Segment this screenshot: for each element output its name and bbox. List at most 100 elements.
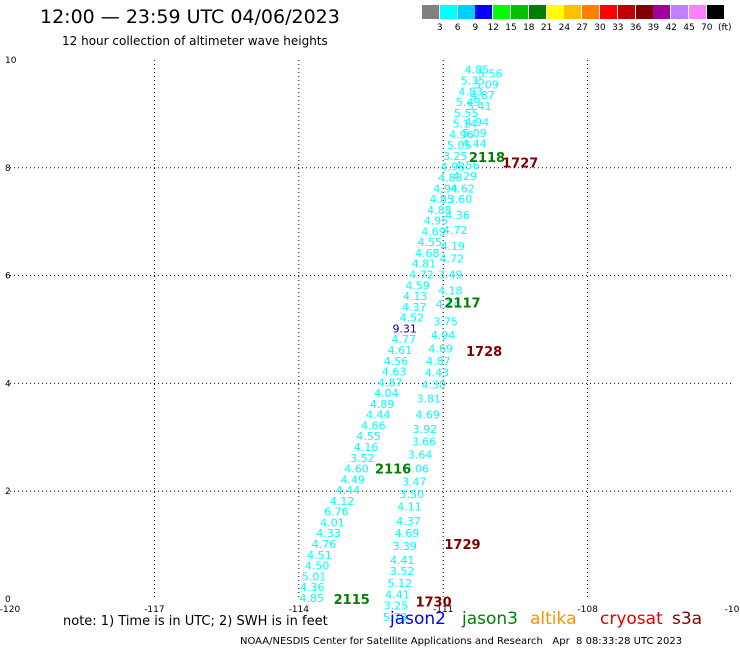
y-tick-label: 0 xyxy=(5,595,11,605)
wave-height-point: 4.01 xyxy=(320,516,345,529)
wave-height-point: 3.60 xyxy=(448,193,473,206)
color-scale-label: 24 xyxy=(558,23,571,33)
color-scale-label: 39 xyxy=(647,23,660,33)
wave-height-point: 4.83 xyxy=(458,85,483,98)
color-swatch xyxy=(546,5,564,19)
wave-height-point: 4.19 xyxy=(441,240,466,253)
wave-height-point: 4.69 xyxy=(395,527,420,540)
wave-height-point: 4.69 xyxy=(429,342,454,355)
wave-height-point: 4.72 xyxy=(409,269,434,282)
y-tick-label: 6 xyxy=(5,272,11,282)
wave-height-point: 4.83 xyxy=(438,172,463,185)
color-scale-label: 36 xyxy=(629,23,642,33)
wave-height-point: 3.06 xyxy=(404,463,429,476)
legend-jason2: jason2 xyxy=(390,609,446,629)
wave-height-point: 4.69 xyxy=(416,409,441,422)
wave-height-point: 4.94 xyxy=(433,182,458,195)
wave-height-point: 4.55 xyxy=(417,236,442,249)
color-swatch xyxy=(689,5,706,19)
wave-height-point: 3.52 xyxy=(350,452,375,465)
wave-height-point: 4.18 xyxy=(438,285,463,298)
track-label: 1727 xyxy=(502,156,538,171)
wave-height-point: 3.75 xyxy=(433,315,458,328)
legend-cryosat: cryosat xyxy=(600,609,663,629)
footnote: note: 1) Time is in UTC; 2) SWH is in fe… xyxy=(63,614,328,629)
wave-height-point: 4.69 xyxy=(421,225,446,238)
y-tick-label: 8 xyxy=(5,164,11,174)
color-scale-label: 30 xyxy=(594,23,606,33)
wave-height-point: 4.12 xyxy=(330,495,355,508)
wave-height-point: 4.33 xyxy=(316,527,341,540)
color-swatch xyxy=(493,5,511,19)
x-tick-label: -114 xyxy=(289,605,310,615)
wave-height-point: 4.44 xyxy=(366,409,391,422)
x-tick-label: -10 xyxy=(725,605,740,615)
wave-height-point: 5.73 xyxy=(383,611,408,624)
legend-s3a: s3a xyxy=(672,609,703,629)
wave-height-point: 5.14 xyxy=(453,118,478,131)
wave-height-point: 5.09 xyxy=(474,78,499,91)
wave-height-point: 4.50 xyxy=(305,560,330,573)
track-label: 2118 xyxy=(469,151,505,166)
wave-height-point: 4.72 xyxy=(443,224,468,237)
wave-height-point: 4.41 xyxy=(390,554,415,567)
color-swatch xyxy=(457,5,475,19)
wave-height-point: 4.55 xyxy=(356,430,381,443)
wave-height-point: 5.49 xyxy=(456,96,481,109)
color-scale-label: 42 xyxy=(665,23,677,33)
grid-lines xyxy=(10,60,732,599)
credit-line: NOAA/NESDIS Center for Satellite Applica… xyxy=(240,636,683,647)
color-scale-label: 6 xyxy=(454,23,461,33)
wave-height-point: 6.76 xyxy=(324,506,349,519)
track-label: 2116 xyxy=(375,463,411,478)
x-tick-label: -117 xyxy=(144,605,164,615)
color-swatch xyxy=(439,5,457,19)
wave-height-point: 5.55 xyxy=(454,107,479,120)
color-swatch xyxy=(635,5,653,19)
color-swatch xyxy=(653,5,671,19)
wave-height-point: 4.66 xyxy=(361,419,386,432)
wave-height-point: 9.31 xyxy=(392,322,417,335)
axes: -120 -117 -114 -111 -108 -10 0 2 4 6 8 10 xyxy=(0,56,740,615)
data-points: 4.854.365.014.504.514.764.334.016.764.12… xyxy=(300,64,503,624)
wave-height-point: 3.52 xyxy=(390,565,415,578)
wave-height-point: 4.88 xyxy=(427,204,452,217)
wave-height-point: 4.49 xyxy=(340,473,365,486)
legend-altika: altika xyxy=(530,609,577,629)
wave-height-point: 3.49 xyxy=(438,269,463,282)
wave-height-point: 4.37 xyxy=(402,301,427,314)
wave-height-point: 4.95 xyxy=(424,215,449,228)
wave-height-point: 4.93 xyxy=(441,161,466,174)
wave-height-point: 4.29 xyxy=(453,170,478,183)
wave-height-point: 4.30 xyxy=(421,378,446,391)
wave-height-point: 4.36 xyxy=(445,209,470,222)
wave-height-point: 3.66 xyxy=(412,436,437,449)
wave-height-point: 4.36 xyxy=(300,581,325,594)
x-tick-label: -120 xyxy=(0,605,20,615)
color-scale-label: 21 xyxy=(540,23,553,33)
wave-height-point: 3.92 xyxy=(413,423,438,436)
wave-height-point: 4.87 xyxy=(426,355,451,368)
color-swatch xyxy=(582,5,600,19)
chart-title: 12:00 — 23:59 UTC 04/06/2023 xyxy=(40,6,340,28)
wave-height-point: 5.09 xyxy=(462,127,487,140)
color-swatch xyxy=(475,5,493,19)
track-label: 2117 xyxy=(444,297,480,312)
wave-height-point: 4.56 xyxy=(455,159,480,172)
color-swatch xyxy=(422,5,439,19)
color-scale-label: 3 xyxy=(436,23,443,33)
wave-height-point: 4.87 xyxy=(470,89,495,102)
wave-height-point: 3.25 xyxy=(443,150,468,163)
wave-height-point: 3.25 xyxy=(384,599,409,612)
wave-height-point: 4.44 xyxy=(462,138,487,151)
color-swatch xyxy=(600,5,617,19)
color-swatch xyxy=(706,5,724,19)
track-label: 1729 xyxy=(444,538,480,553)
color-swatch xyxy=(564,5,582,19)
wave-height-point: 4.56 xyxy=(384,355,409,368)
chart-subtitle: 12 hour collection of altimeter wave hei… xyxy=(62,34,328,48)
wave-height-point: 4.94 xyxy=(465,116,490,129)
y-tick-label: 2 xyxy=(5,487,11,497)
color-swatch xyxy=(528,5,546,19)
